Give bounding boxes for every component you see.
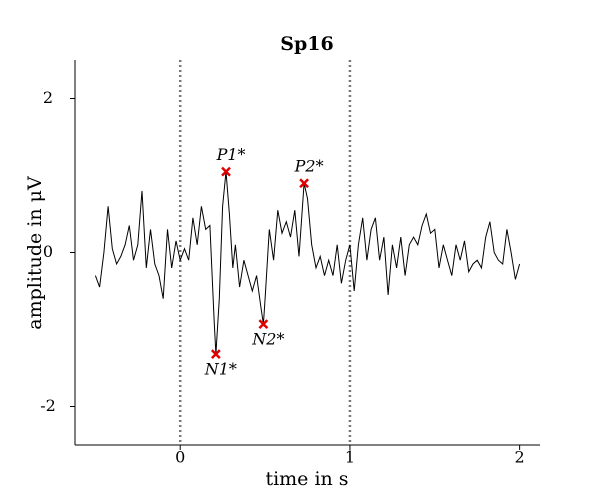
peak-marker xyxy=(221,166,231,177)
peak-label: N2* xyxy=(251,330,284,349)
peak-label: N1* xyxy=(204,360,237,379)
peak-marker xyxy=(299,178,309,189)
y-axis-label: amplitude in μV xyxy=(24,176,46,330)
y-tick-label: -2 xyxy=(40,396,56,415)
peak-marker xyxy=(258,319,269,329)
waveform xyxy=(94,171,521,355)
y-tick-label: 0 xyxy=(43,242,53,261)
x-tick-label: 1 xyxy=(345,448,355,467)
x-tick-label: 2 xyxy=(515,448,525,467)
peak-marker xyxy=(210,349,221,360)
peak-label: P2* xyxy=(294,157,324,176)
x-axis-label: time in s xyxy=(265,468,348,490)
chart-title: Sp16 xyxy=(280,33,333,55)
peak-label: P1* xyxy=(216,145,246,164)
y-tick-label: 2 xyxy=(43,88,53,107)
x-tick-label: 0 xyxy=(175,448,185,467)
